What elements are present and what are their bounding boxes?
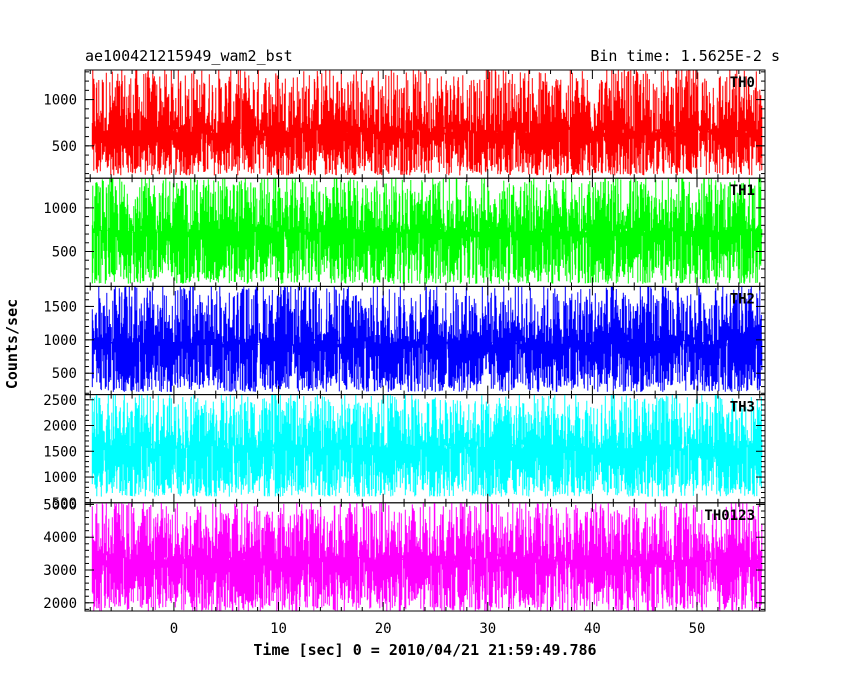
series-trace-th2 <box>91 286 763 392</box>
x-tick-label: 40 <box>584 621 601 637</box>
panel-label: TH1 <box>730 183 755 199</box>
panels-group: 5001000TH05001000TH150010001500TH2500100… <box>43 69 766 637</box>
x-axis-label: Time [sec] 0 = 2010/04/21 21:59:49.786 <box>253 641 596 659</box>
panel-th0123: 2000 3000 4000 5000 TH0123 <box>43 497 766 612</box>
x-tick-label: 30 <box>479 621 496 637</box>
series-trace-th1 <box>91 178 763 284</box>
y-tick-label: 2000 <box>43 419 77 435</box>
y-tick-label: 500 <box>52 366 77 382</box>
y-tick-label: 3000 <box>43 563 77 579</box>
y-tick-label: 500 <box>52 139 77 155</box>
panel-th1: 500 1000 TH1 <box>43 177 766 287</box>
header-left: ae100421215949_wam2_bst <box>85 47 293 65</box>
y-tick-label: 500 <box>52 496 77 512</box>
y-axis-label: Counts/sec <box>3 299 21 389</box>
y-tick-label: 1000 <box>43 470 77 486</box>
y-tick-label: 1000 <box>43 93 77 109</box>
x-tick-label: 50 <box>689 621 706 637</box>
panel-label: TH0123 <box>704 508 755 524</box>
panel-th0: 500 1000 TH0 <box>43 69 766 179</box>
x-tick-label: 20 <box>375 621 392 637</box>
y-tick-label: 1500 <box>43 299 77 315</box>
panel-th3: 500 1000 1500 2000 2500 TH3 <box>43 393 766 512</box>
panel-label: TH0 <box>730 75 755 91</box>
y-tick-label: 1500 <box>43 444 77 460</box>
y-tick-label: 4000 <box>43 530 77 546</box>
header-right: Bin time: 1.5625E-2 s <box>590 47 780 65</box>
series-trace-th0123 <box>91 502 763 611</box>
panel-th2: 500 1000 1500 TH2 <box>43 285 766 396</box>
y-tick-label: 1000 <box>43 201 77 217</box>
series-trace-th3 <box>91 394 763 497</box>
y-tick-label: 2500 <box>43 393 77 409</box>
y-tick-label: 5000 <box>43 497 77 513</box>
y-tick-label: 1000 <box>43 333 77 349</box>
series-trace-th0 <box>91 70 763 176</box>
x-tick-label: 0 <box>170 621 178 637</box>
y-tick-label: 500 <box>52 244 77 260</box>
y-tick-label: 2000 <box>43 596 77 612</box>
panel-label: TH3 <box>730 400 755 416</box>
x-tick-label: 10 <box>270 621 287 637</box>
panel-label: TH2 <box>730 291 755 307</box>
